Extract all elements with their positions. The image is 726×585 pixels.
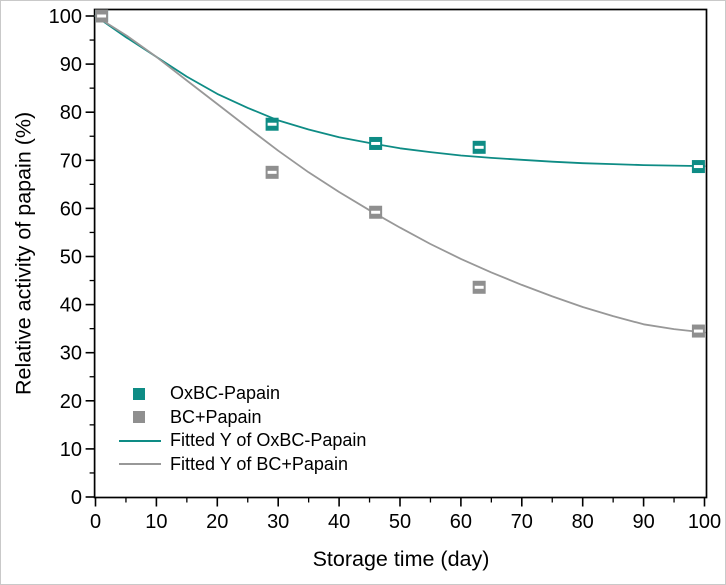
x-tick-label: 100 [688, 511, 721, 533]
x-tick-label: 40 [328, 511, 350, 533]
fitted-bc-line-swatch [119, 463, 161, 466]
legend-item-oxbc-papain: OxBC-Papain [117, 382, 366, 406]
y-axis-label: Relative activity of papain (%) [11, 111, 36, 395]
oxbc-papain-marker-swatch [133, 387, 145, 400]
error-bar-dash [474, 285, 484, 289]
x-tick-label: 80 [572, 511, 594, 533]
y-tick-label: 20 [60, 391, 82, 413]
error-bar-dash [371, 141, 381, 145]
x-tick-label: 50 [389, 511, 411, 533]
x-tick-label: 70 [511, 511, 533, 533]
y-tick-label: 50 [60, 247, 82, 269]
error-bar-dash [693, 329, 703, 333]
error-bar-dash [267, 170, 277, 174]
x-tick-label: 20 [206, 511, 228, 533]
error-bar-dash [371, 210, 381, 214]
fitted-curve-fitted-y-of-oxbc-papain [94, 15, 706, 168]
y-tick-label: 40 [60, 295, 82, 317]
error-bar-dash [693, 165, 703, 169]
error-bar-dash [267, 122, 277, 126]
x-tick-label: 90 [632, 511, 654, 533]
chart-legend: OxBC-Papain BC+Papain Fitted Y of OxBC-P… [117, 382, 366, 476]
x-axis-label: Storage time (day) [312, 547, 490, 571]
y-tick-label: 60 [60, 198, 82, 220]
y-tick-label: 90 [60, 54, 82, 76]
y-tick-label: 80 [60, 102, 82, 124]
legend-item-fitted-oxbc-papain: Fitted Y of OxBC-Papain [117, 429, 366, 453]
legend-label: Fitted Y of OxBC-Papain [170, 430, 367, 451]
y-tick-label: 10 [60, 439, 82, 461]
x-tick-label: 0 [90, 511, 101, 533]
legend-label: BC+Papain [170, 406, 262, 427]
fitted-oxbc-line-swatch [119, 439, 161, 442]
y-tick-label: 100 [49, 6, 82, 28]
legend-item-bc-papain: BC+Papain [117, 406, 366, 430]
legend-item-fitted-bc-papain: Fitted Y of BC+Papain [117, 453, 366, 477]
y-tick-label: 30 [60, 343, 82, 365]
error-bar-dash [97, 14, 107, 18]
legend-label: OxBC-Papain [170, 383, 281, 404]
x-tick-label: 60 [450, 511, 472, 533]
fitted-curve-fitted-y-of-bc-papain [94, 15, 706, 334]
x-tick-label: 10 [145, 511, 167, 533]
error-bar-dash [474, 145, 484, 149]
legend-label: Fitted Y of BC+Papain [170, 453, 348, 474]
x-tick-label: 30 [267, 511, 289, 533]
y-tick-label: 70 [60, 150, 82, 172]
bc-papain-marker-swatch [133, 411, 145, 424]
y-tick-label: 0 [71, 487, 82, 509]
